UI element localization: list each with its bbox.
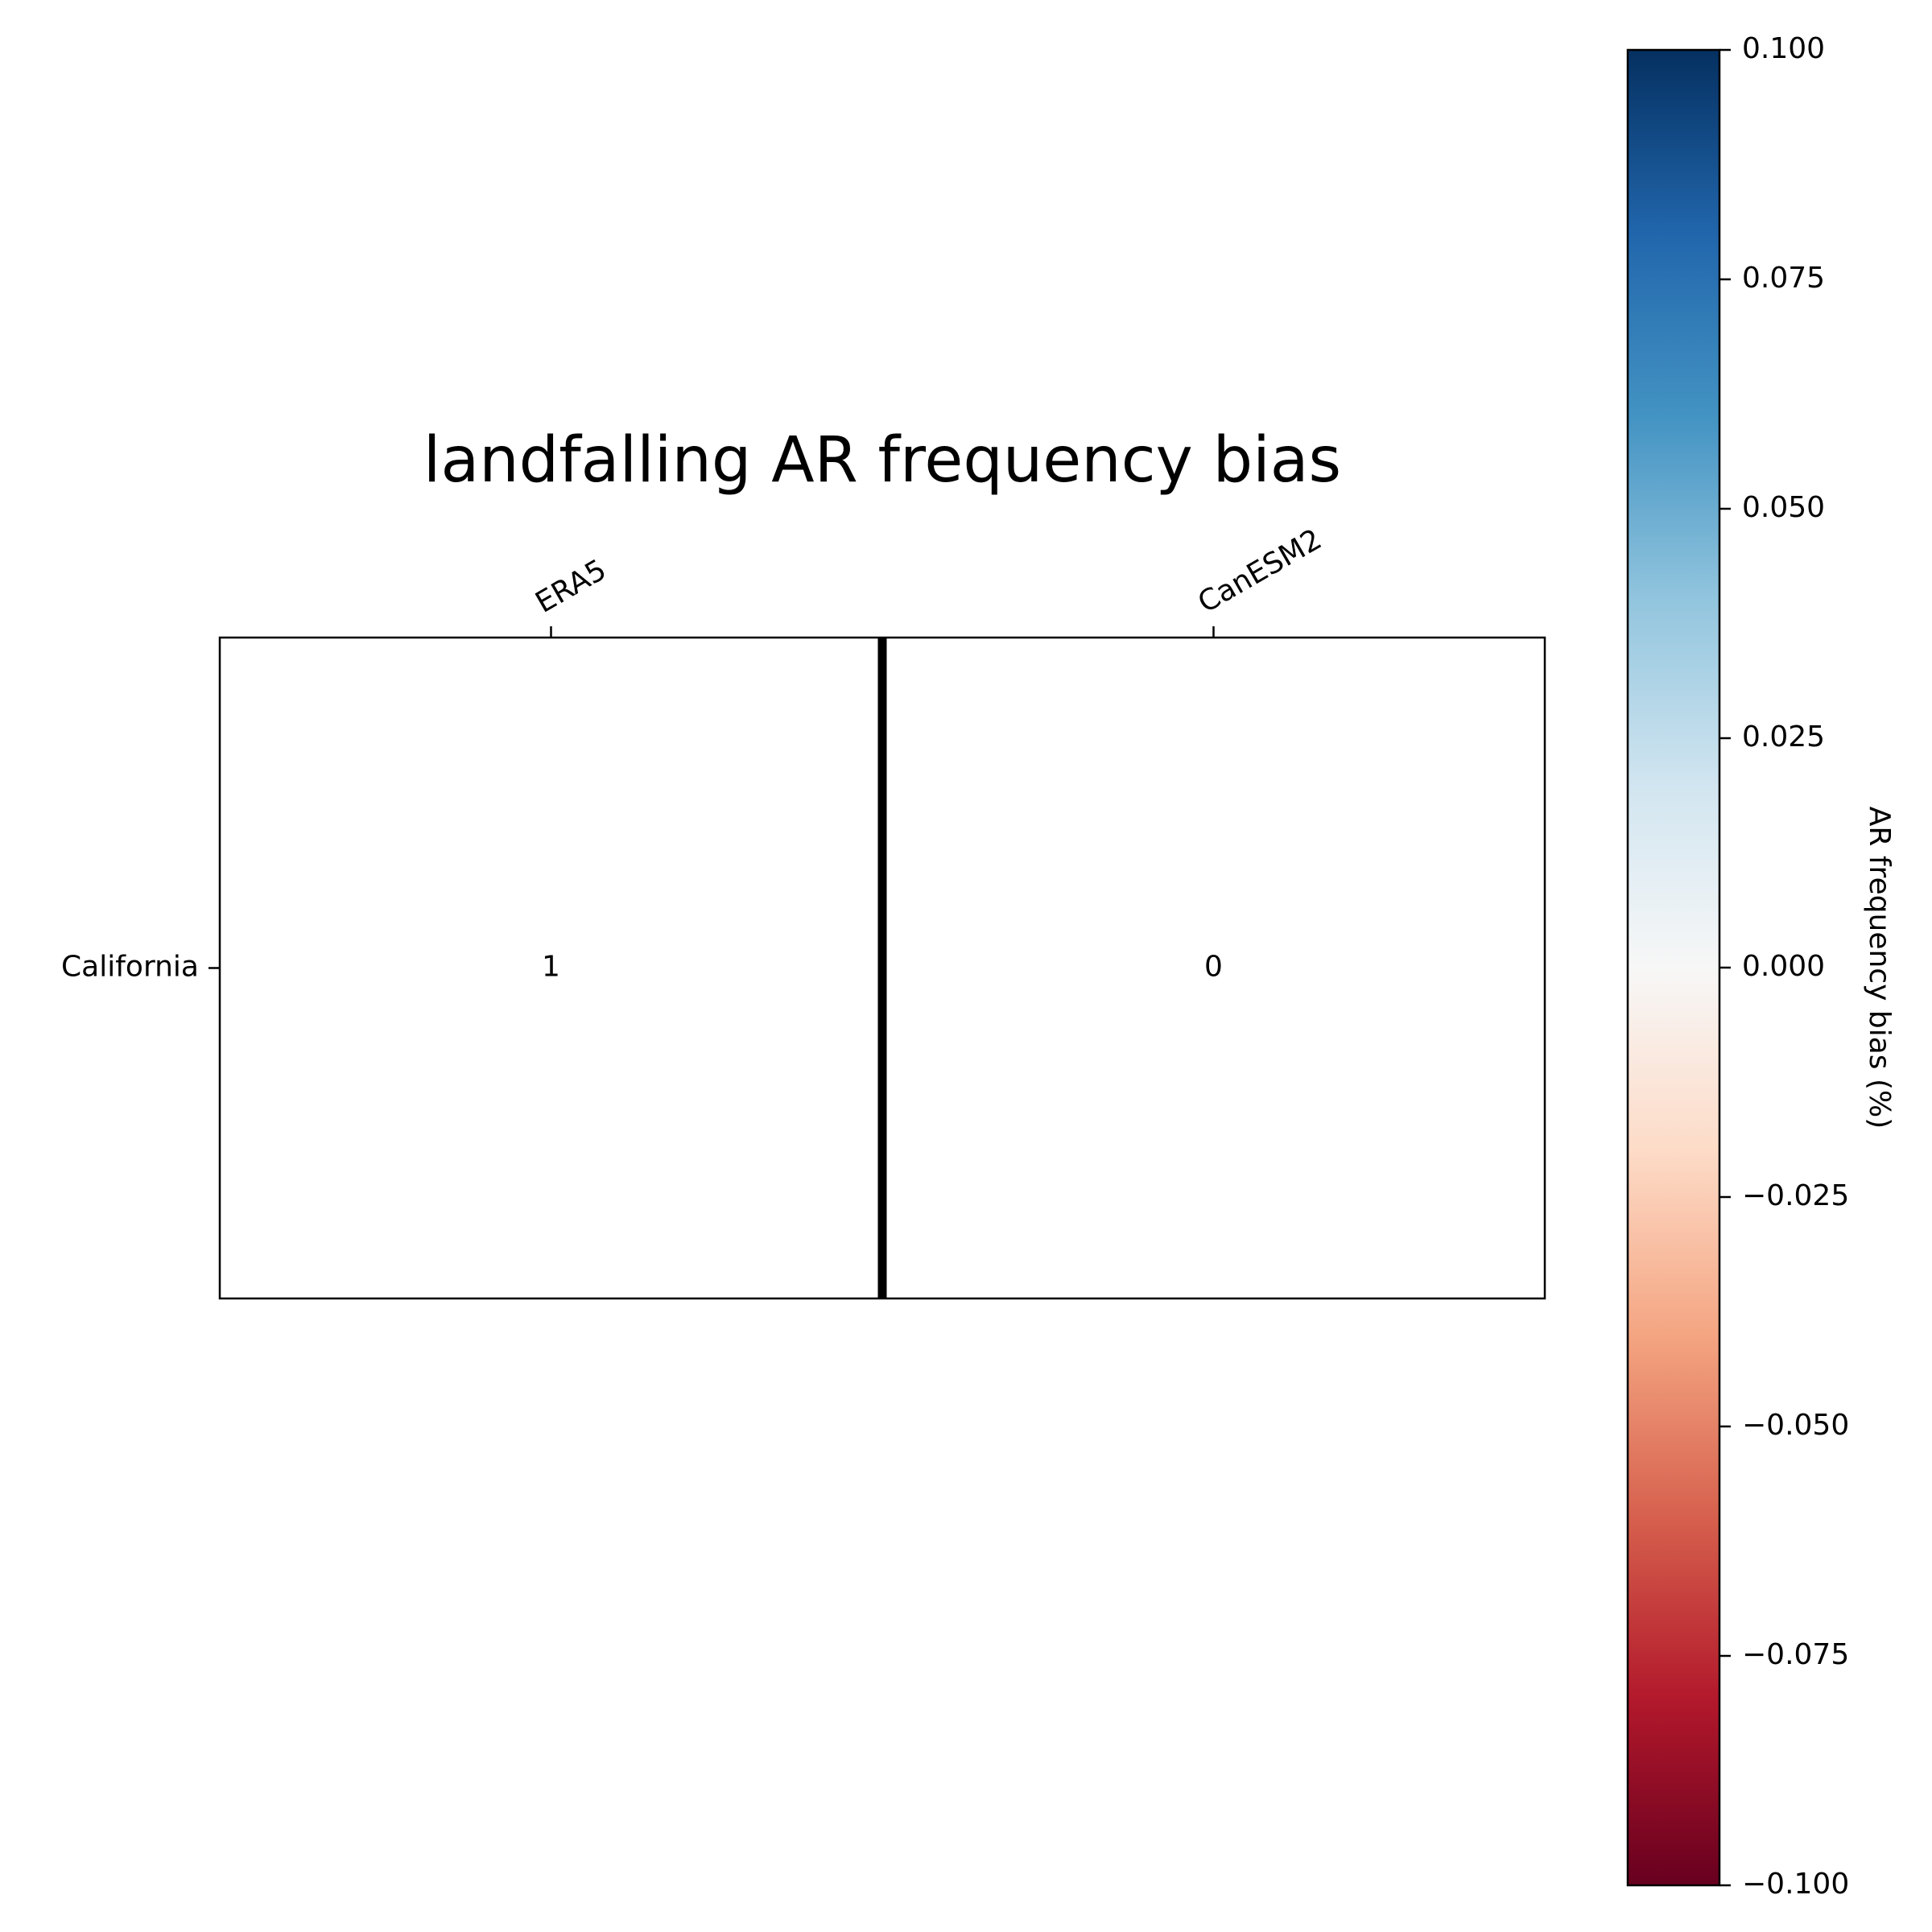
- colorbar-label: AR frequency bias (%): [1863, 807, 1896, 1129]
- heatmap-cell-california-canesm2: [882, 638, 1545, 1298]
- colorbar-tick-label: −0.050: [1742, 1409, 1849, 1442]
- colorbar-tick-label: −0.100: [1742, 1868, 1849, 1901]
- colorbar-gradient: [1626, 48, 1721, 1887]
- colorbar: −0.100 −0.075 −0.050 −0.025 0.000 0.025 0.050 0…: [1626, 32, 1896, 1901]
- colorbar-tick-label: −0.025: [1742, 1179, 1849, 1212]
- y-axis-ticks: California: [61, 951, 220, 984]
- x-tick-label-era5: ERA5: [530, 553, 613, 619]
- heatmap-cells: [220, 638, 1545, 1298]
- chart-title: landfalling AR frequency bias: [423, 424, 1341, 497]
- cell-label-era5: 1: [542, 951, 560, 984]
- heatmap-cell-california-era5: [220, 638, 882, 1298]
- x-axis-ticks: ERA5 CanESM2: [530, 522, 1327, 638]
- colorbar-tick-label: −0.075: [1742, 1638, 1849, 1671]
- x-tick-label-canesm2: CanESM2: [1193, 522, 1327, 619]
- colorbar-tick-label: 0.075: [1742, 262, 1825, 295]
- y-tick-label-california: California: [61, 951, 199, 984]
- colorbar-tick-label: 0.000: [1742, 950, 1825, 983]
- colorbar-tick-label: 0.050: [1742, 491, 1825, 524]
- colorbar-tick-label: 0.100: [1742, 32, 1825, 65]
- colorbar-tick-label: 0.025: [1742, 720, 1825, 753]
- colorbar-ticks: −0.100 −0.075 −0.050 −0.025 0.000 0.025 0.050 0…: [1719, 32, 1849, 1901]
- cell-label-canesm2: 0: [1204, 951, 1223, 984]
